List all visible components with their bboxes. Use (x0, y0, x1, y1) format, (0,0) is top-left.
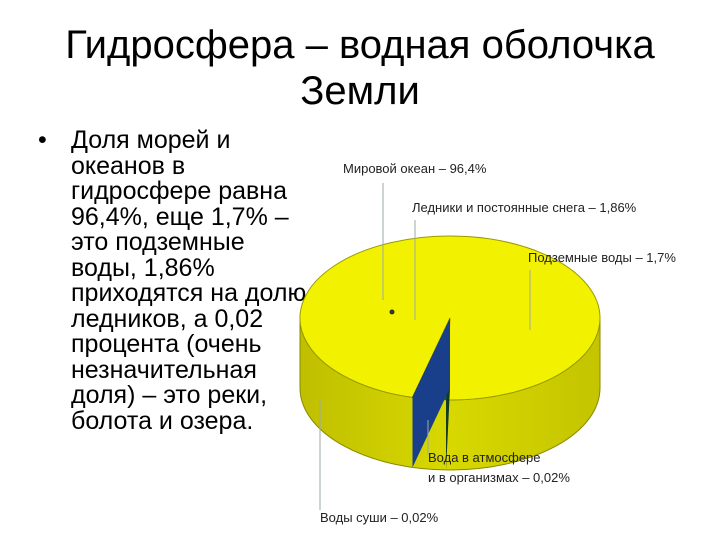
bullet-marker: • (38, 126, 47, 154)
label-ocean: Мировой океан – 96,4% (343, 161, 487, 176)
slide-title: Гидросфера – водная оболочка Земли (0, 22, 720, 114)
label-atmosphere: Вода в атмосфере и в организмах – 0,02% (428, 450, 570, 485)
pie-slice-ocean (299, 235, 601, 401)
slide-title-text: Гидросфера – водная оболочка Земли (65, 23, 655, 113)
pie-cut-face-right (412, 318, 450, 468)
pie-slice-land-water (412, 318, 450, 398)
label-glaciers: Ледники и постоянные снега – 1,86% (412, 200, 637, 215)
label-groundwater: Подземные воды – 1,7% (528, 250, 676, 265)
bullet-text: Доля морей и океанов в гидросфере равна … (71, 126, 307, 435)
pie-center-dot (389, 309, 395, 315)
label-land-water: Воды суши – 0,02% (320, 510, 439, 525)
